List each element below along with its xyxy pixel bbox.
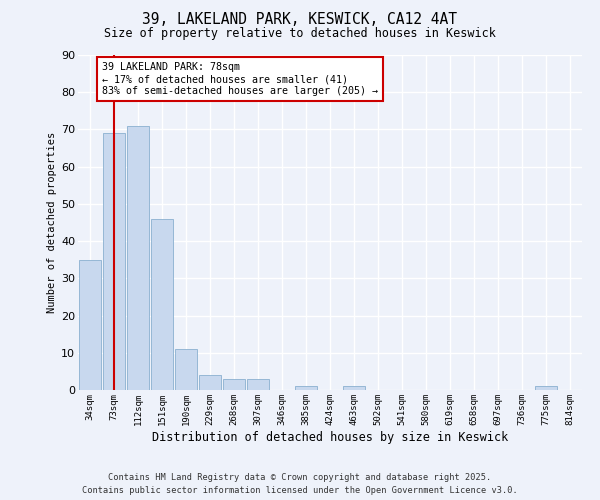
Bar <box>223 379 245 390</box>
Text: 39, LAKELAND PARK, KESWICK, CA12 4AT: 39, LAKELAND PARK, KESWICK, CA12 4AT <box>143 12 458 28</box>
Bar <box>199 375 221 390</box>
Bar <box>103 133 125 390</box>
Y-axis label: Number of detached properties: Number of detached properties <box>47 132 57 313</box>
Text: Contains HM Land Registry data © Crown copyright and database right 2025.
Contai: Contains HM Land Registry data © Crown c… <box>82 474 518 495</box>
Bar <box>79 260 101 390</box>
Bar <box>535 386 557 390</box>
Text: Size of property relative to detached houses in Keswick: Size of property relative to detached ho… <box>104 28 496 40</box>
Bar <box>127 126 149 390</box>
Bar <box>175 349 197 390</box>
Text: 39 LAKELAND PARK: 78sqm
← 17% of detached houses are smaller (41)
83% of semi-de: 39 LAKELAND PARK: 78sqm ← 17% of detache… <box>102 62 378 96</box>
X-axis label: Distribution of detached houses by size in Keswick: Distribution of detached houses by size … <box>152 430 508 444</box>
Bar <box>343 386 365 390</box>
Bar <box>151 219 173 390</box>
Bar <box>295 386 317 390</box>
Bar <box>247 379 269 390</box>
